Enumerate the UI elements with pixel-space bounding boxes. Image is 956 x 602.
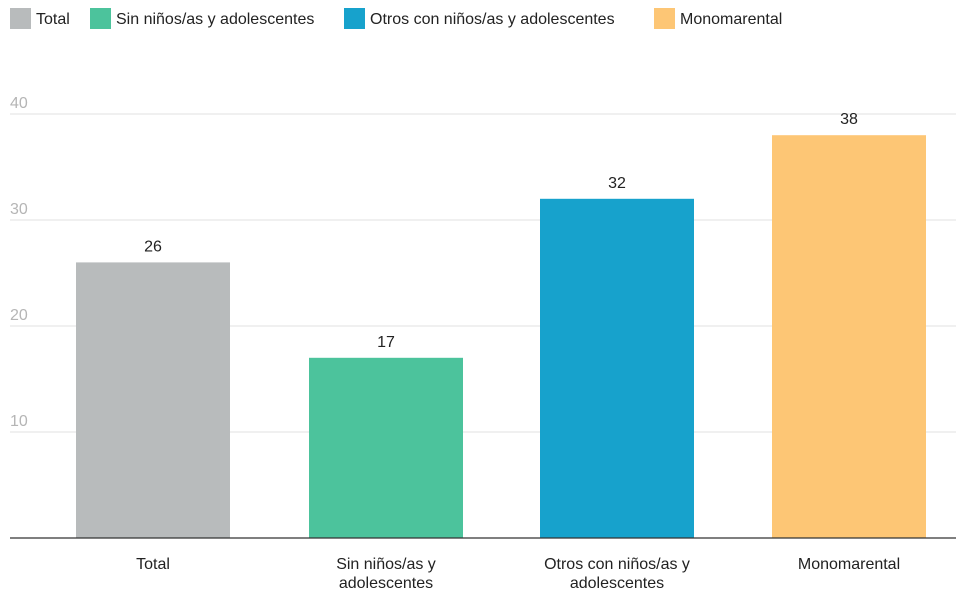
value-label: 17 (377, 334, 395, 351)
y-axis-tick-labels: 10 20 30 40 (10, 95, 28, 430)
legend-swatch (10, 8, 31, 29)
legend-item: Sin niños/as y adolescentes (90, 8, 314, 29)
y-tick-label: 10 (10, 413, 28, 430)
y-tick-label: 20 (10, 307, 28, 324)
legend-swatch (344, 8, 365, 29)
bar (76, 262, 230, 538)
legend-item: Monomarental (654, 8, 782, 29)
x-tick-label: Total (136, 556, 170, 573)
legend-label: Sin niños/as y adolescentes (116, 11, 314, 28)
x-tick-label: Monomarental (798, 556, 900, 573)
value-labels: 26 17 32 38 (144, 111, 858, 351)
chart-legend: Total Sin niños/as y adolescentes Otros co… (10, 8, 782, 29)
x-tick-label: adolescentes (570, 575, 664, 592)
legend-item: Total (10, 8, 70, 29)
legend-label: Total (36, 11, 70, 28)
y-tick-label: 40 (10, 95, 28, 112)
legend-label: Otros con niños/as y adolescentes (370, 11, 615, 28)
legend-swatch (654, 8, 675, 29)
x-tick-label: Otros con niños/as y (544, 556, 690, 573)
bar (540, 198, 694, 539)
legend-label: Monomarental (680, 11, 782, 28)
value-label: 26 (144, 238, 162, 255)
legend-swatch (90, 8, 111, 29)
x-tick-label: Sin niños/as y (336, 556, 436, 573)
legend-item: Otros con niños/as y adolescentes (344, 8, 615, 29)
value-label: 38 (840, 111, 858, 128)
value-label: 32 (608, 175, 626, 192)
x-tick-label: adolescentes (339, 575, 433, 592)
bars (76, 135, 926, 539)
bar (309, 357, 463, 538)
x-axis-tick-labels: Total Sin niños/as y adolescentes Otros con… (136, 556, 900, 592)
bar (772, 135, 926, 538)
y-tick-label: 30 (10, 201, 28, 218)
